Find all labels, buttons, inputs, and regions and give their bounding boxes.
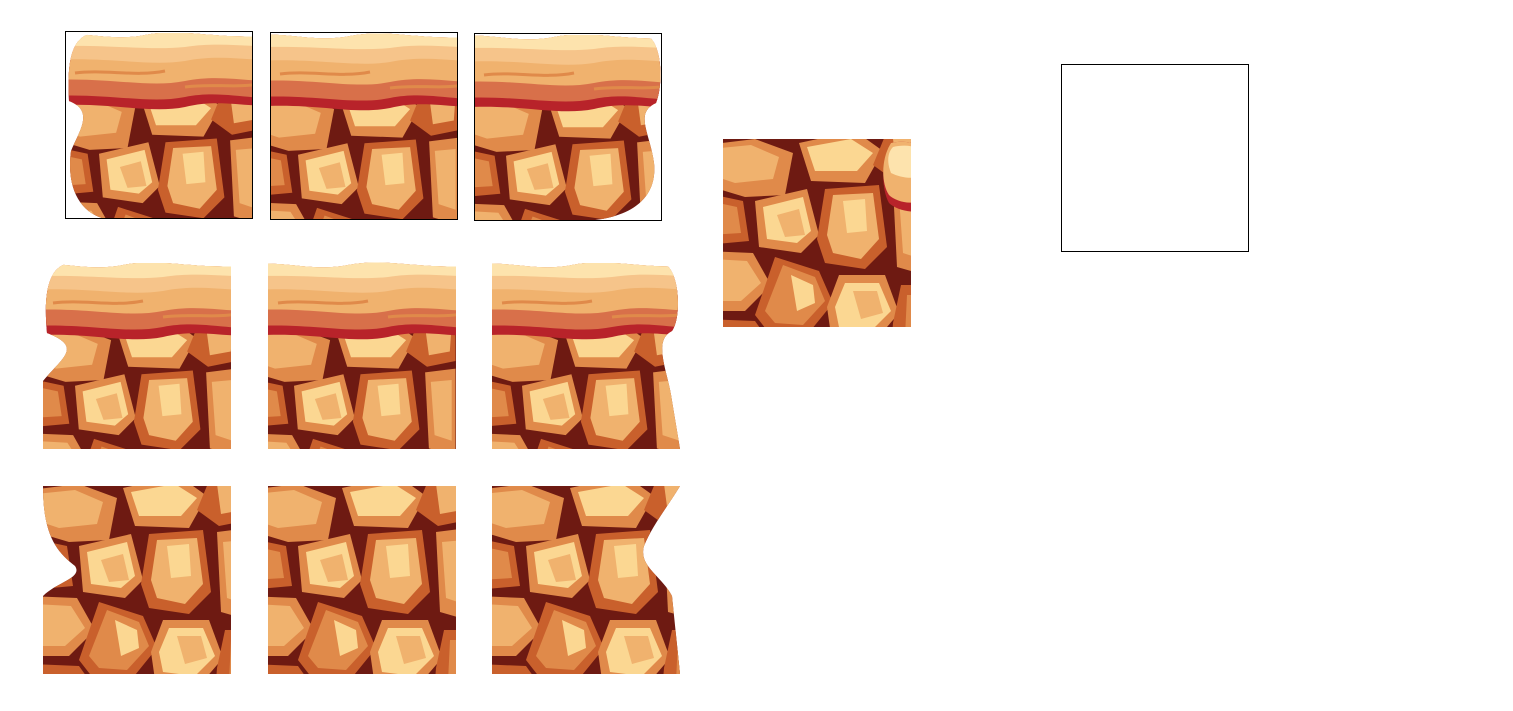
rock-cap-middle-sprite <box>270 32 458 220</box>
tile-top-cap-middle[interactable] <box>270 32 458 220</box>
tile-rock-body-right[interactable] <box>492 486 680 674</box>
rock-cap-body-left-sprite <box>43 263 231 449</box>
rock-fill-corner-sprite <box>723 139 911 327</box>
rock-cap-right-sprite <box>474 35 661 221</box>
rock-body-right-sprite <box>492 486 680 674</box>
empty-tile-slot[interactable] <box>1061 64 1249 252</box>
corner-cap-piece <box>883 141 911 212</box>
tile-cap-body-middle[interactable] <box>268 261 456 449</box>
rock-cap-left-sprite <box>68 33 253 219</box>
tile-top-cap-left[interactable] <box>65 31 253 219</box>
tile-rock-body-middle[interactable] <box>268 486 456 674</box>
rock-body-middle-sprite <box>268 486 456 674</box>
tile-rock-fill-corner[interactable] <box>723 139 911 327</box>
tile-cap-body-right[interactable] <box>492 261 680 449</box>
rock-cap-body-middle-sprite <box>268 261 456 449</box>
rock-body-left-sprite <box>43 486 231 674</box>
tile-cap-body-left[interactable] <box>43 261 231 449</box>
tile-rock-body-left[interactable] <box>43 486 231 674</box>
rock-cap-body-right-sprite <box>492 263 680 449</box>
tile-top-cap-right[interactable] <box>474 33 662 221</box>
